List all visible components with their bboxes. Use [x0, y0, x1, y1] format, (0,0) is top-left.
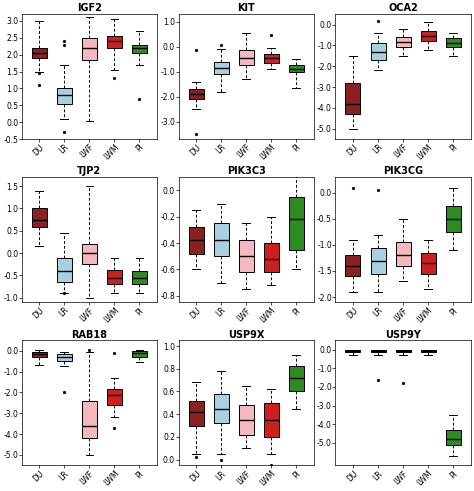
- Title: OCA2: OCA2: [388, 3, 418, 13]
- PathPatch shape: [82, 401, 97, 438]
- Title: KIT: KIT: [237, 3, 255, 13]
- PathPatch shape: [132, 45, 147, 53]
- PathPatch shape: [346, 350, 361, 353]
- PathPatch shape: [189, 227, 204, 253]
- PathPatch shape: [57, 258, 72, 282]
- PathPatch shape: [420, 31, 436, 41]
- PathPatch shape: [289, 366, 304, 391]
- PathPatch shape: [264, 243, 279, 272]
- Title: PIK3CG: PIK3CG: [383, 166, 423, 176]
- PathPatch shape: [239, 405, 254, 435]
- PathPatch shape: [32, 209, 47, 227]
- PathPatch shape: [420, 253, 436, 273]
- PathPatch shape: [239, 241, 254, 272]
- PathPatch shape: [289, 65, 304, 72]
- Title: IGF2: IGF2: [77, 3, 102, 13]
- PathPatch shape: [107, 270, 122, 284]
- PathPatch shape: [239, 51, 254, 65]
- PathPatch shape: [446, 206, 461, 232]
- PathPatch shape: [346, 83, 361, 114]
- PathPatch shape: [264, 403, 279, 437]
- PathPatch shape: [82, 244, 97, 264]
- PathPatch shape: [395, 350, 410, 353]
- PathPatch shape: [189, 401, 204, 426]
- PathPatch shape: [214, 62, 228, 74]
- PathPatch shape: [371, 43, 385, 60]
- PathPatch shape: [32, 48, 47, 58]
- PathPatch shape: [132, 352, 147, 357]
- PathPatch shape: [132, 271, 147, 284]
- PathPatch shape: [371, 247, 385, 273]
- PathPatch shape: [420, 350, 436, 353]
- PathPatch shape: [214, 394, 228, 423]
- PathPatch shape: [346, 255, 361, 276]
- PathPatch shape: [107, 36, 122, 48]
- PathPatch shape: [57, 354, 72, 361]
- PathPatch shape: [214, 223, 228, 256]
- PathPatch shape: [446, 430, 461, 445]
- PathPatch shape: [395, 243, 410, 266]
- PathPatch shape: [371, 350, 385, 353]
- PathPatch shape: [32, 352, 47, 357]
- Title: TJP2: TJP2: [77, 166, 101, 176]
- PathPatch shape: [57, 88, 72, 104]
- Title: PIK3C3: PIK3C3: [227, 166, 265, 176]
- PathPatch shape: [395, 37, 410, 48]
- Title: USP9X: USP9X: [228, 329, 264, 340]
- PathPatch shape: [289, 197, 304, 249]
- PathPatch shape: [82, 38, 97, 60]
- Title: USP9Y: USP9Y: [385, 329, 421, 340]
- Title: RAB18: RAB18: [71, 329, 107, 340]
- PathPatch shape: [189, 89, 204, 99]
- PathPatch shape: [446, 38, 461, 48]
- PathPatch shape: [264, 54, 279, 63]
- PathPatch shape: [107, 389, 122, 405]
